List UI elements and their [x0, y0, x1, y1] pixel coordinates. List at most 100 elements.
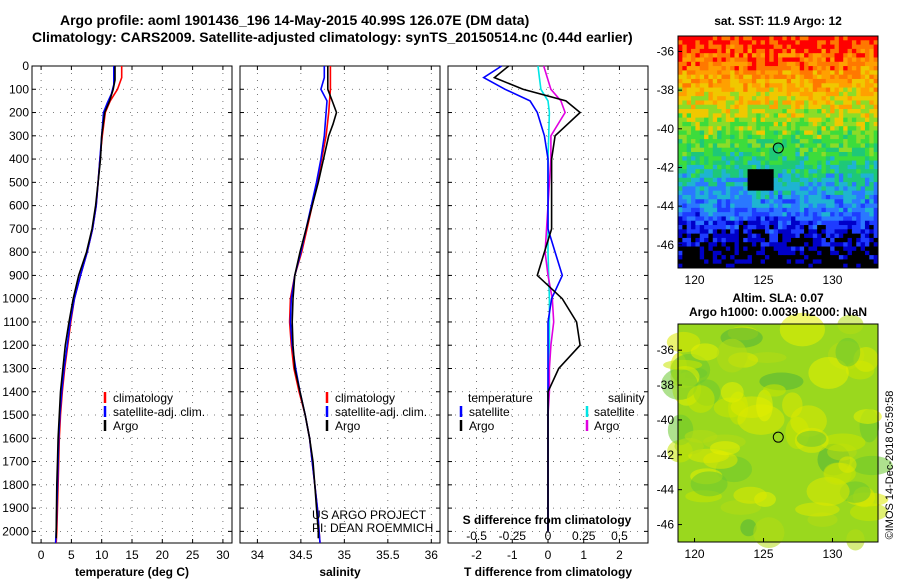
lat-tick-label: -46: [657, 518, 675, 532]
legend-label: Argo: [594, 419, 620, 433]
depth-tick-label: 400: [9, 152, 29, 166]
sla-blob: [762, 384, 786, 397]
sla-blob: [837, 314, 864, 335]
sla-blob: [666, 331, 701, 353]
legend-label: climatology: [113, 391, 173, 405]
secondary-tick-label: 0.25: [572, 529, 596, 543]
argo-position-marker: [772, 431, 784, 443]
credit-line-2: PI: DEAN ROEMMICH: [312, 521, 433, 535]
lon-tick-label: 120: [685, 273, 705, 287]
sst-map-title: sat. SST: 11.9 Argo: 12: [714, 14, 842, 28]
sla-blob: [720, 382, 744, 403]
sla-blob: [806, 476, 850, 506]
legend-label: satellite: [469, 405, 510, 419]
secondary-tick-label: 0.5: [611, 529, 628, 543]
secondary-tick-label: -0.25: [499, 529, 527, 543]
x-tick-label: 36: [425, 548, 439, 562]
sla-blob: [686, 385, 715, 413]
depth-tick-label: 1600: [2, 431, 29, 445]
depth-tick-label: 300: [9, 129, 29, 143]
sla-blob: [674, 437, 704, 455]
sla-blob: [716, 338, 748, 373]
x-tick-label: 34.5: [289, 548, 313, 562]
series-line-satellite-adj-clim-: [54, 66, 115, 544]
x-axis-label: temperature (deg C): [75, 565, 189, 579]
legend-label: satellite-adj. clim.: [335, 405, 427, 419]
secondary-tick-label: -0.5: [466, 529, 487, 543]
x-axis-label: T difference from climatology: [464, 565, 632, 579]
depth-tick-label: 900: [9, 268, 29, 282]
lon-tick-label: 130: [822, 273, 842, 287]
lon-tick-label: 120: [685, 547, 705, 561]
x-tick-label: 5: [68, 548, 75, 562]
series-line-argo: [55, 66, 116, 539]
depth-tick-label: 1800: [2, 478, 29, 492]
lat-tick-label: -42: [657, 448, 675, 462]
series-line-climatology: [55, 66, 123, 544]
depth-tick-label: 1200: [2, 338, 29, 352]
sla-blob: [851, 455, 893, 476]
argo-position-marker: [772, 142, 784, 154]
depth-tick-label: 1500: [2, 408, 29, 422]
lat-tick-label: -44: [657, 483, 675, 497]
sla-blob: [740, 519, 757, 537]
x-tick-label: 25: [186, 548, 200, 562]
sla-blob: [753, 517, 785, 549]
lon-tick-label: 125: [754, 547, 774, 561]
depth-tick-label: 0: [22, 59, 29, 73]
sla-blob: [838, 456, 857, 473]
sla-blob: [756, 389, 773, 422]
sla-blob: [790, 405, 827, 437]
secondary-tick-label: 0: [545, 529, 552, 543]
sla-blob: [796, 430, 827, 447]
depth-tick-label: 1000: [2, 292, 29, 306]
lat-tick-label: -44: [657, 199, 675, 213]
sla-blob: [835, 337, 861, 367]
depth-tick-label: 600: [9, 199, 29, 213]
x-tick-label: 10: [95, 548, 109, 562]
depth-tick-label: 1900: [2, 501, 29, 515]
lat-tick-label: -36: [657, 44, 675, 58]
depth-tick-label: 500: [9, 175, 29, 189]
sla-blob: [846, 529, 865, 551]
x-axis-label: salinity: [319, 565, 361, 579]
sst-colormap: [678, 36, 879, 269]
sla-blob: [690, 471, 728, 497]
legend-label: satellite: [594, 405, 635, 419]
sla-blob: [853, 409, 882, 424]
credit-line-1: US ARGO PROJECT: [312, 508, 427, 522]
lat-tick-label: -36: [657, 343, 675, 357]
sla-blob: [820, 433, 866, 452]
depth-tick-label: 200: [9, 106, 29, 120]
lat-tick-label: -40: [657, 122, 675, 136]
sla-blob: [663, 359, 703, 370]
sla-blob: [703, 451, 738, 469]
plot-frame-salinity: [239, 65, 441, 544]
x-tick-label: 0: [38, 548, 45, 562]
sla-blob: [808, 356, 849, 389]
series-line-satellite-adj-clim-: [289, 66, 328, 544]
x-tick-label: 30: [216, 548, 230, 562]
x-tick-label: 34: [251, 548, 265, 562]
sla-blob: [690, 343, 720, 361]
x-tick-label: 0: [545, 548, 552, 562]
depth-tick-label: 1300: [2, 361, 29, 375]
legend-label: Argo: [113, 419, 139, 433]
x-tick-label: 2: [616, 548, 623, 562]
depth-tick-label: 1400: [2, 385, 29, 399]
legend-title-temperature: temperature: [468, 391, 533, 405]
x-tick-label: -2: [471, 548, 482, 562]
depth-tick-label: 1100: [3, 315, 29, 329]
x-tick-label: 35.5: [376, 548, 400, 562]
legend-label: Argo: [469, 419, 495, 433]
title-line-1: Argo profile: aoml 1901436_196 14-May-20…: [60, 12, 530, 28]
lat-tick-label: -38: [657, 378, 675, 392]
x-tick-label: -1: [507, 548, 518, 562]
secondary-axis-label: S difference from climatology: [463, 513, 632, 527]
x-tick-label: 20: [156, 548, 170, 562]
sla-blob: [709, 441, 741, 456]
legend-title-salinity: salinity: [608, 391, 645, 405]
sla-colormap: [661, 312, 893, 551]
legend-label: climatology: [335, 391, 395, 405]
